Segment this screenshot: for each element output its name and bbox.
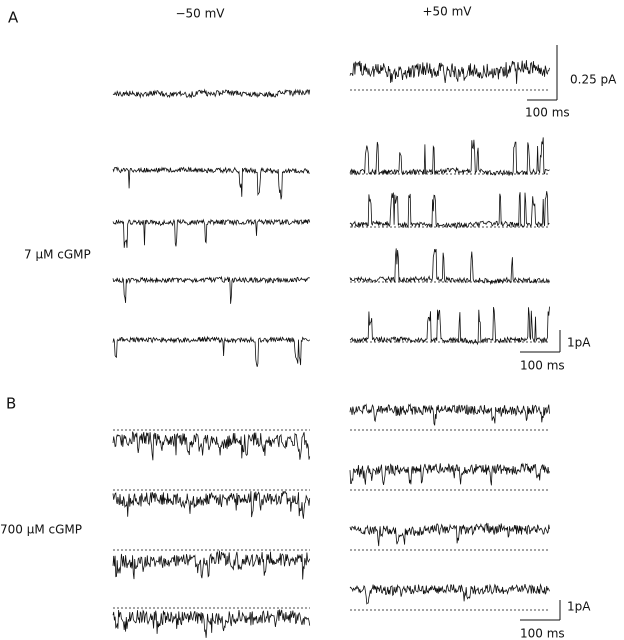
current-trace — [112, 550, 311, 580]
current-trace — [349, 248, 550, 286]
row-label: 700 µM cGMP — [0, 523, 82, 537]
current-trace — [349, 137, 550, 177]
scale-time: 100 ms — [520, 627, 565, 640]
panel-label: B — [6, 395, 16, 413]
current-trace — [112, 431, 311, 461]
scale-amplitude: 0.25 pA — [570, 73, 617, 87]
column-header: +50 mV — [422, 5, 472, 19]
current-trace — [349, 583, 550, 605]
current-trace — [349, 403, 550, 426]
scale-time: 100 ms — [525, 106, 570, 120]
current-trace — [349, 522, 550, 547]
current-trace — [112, 490, 311, 519]
column-header: −50 mV — [175, 7, 225, 21]
traces — [112, 60, 550, 638]
current-trace — [349, 306, 550, 346]
scale-amplitude: 1pA — [567, 600, 591, 614]
scale-time: 100 ms — [520, 359, 565, 373]
current-trace — [349, 191, 550, 230]
current-trace — [112, 609, 311, 638]
current-trace — [349, 462, 550, 486]
current-trace — [349, 60, 550, 84]
current-trace — [112, 275, 310, 304]
current-trace — [112, 218, 311, 248]
scale-amplitude: 1pA — [567, 336, 591, 350]
current-trace — [112, 335, 311, 367]
current-trace — [112, 166, 310, 200]
row-label: 7 µM cGMP — [24, 248, 91, 262]
panel-label: A — [8, 9, 19, 27]
current-trace — [112, 88, 311, 99]
